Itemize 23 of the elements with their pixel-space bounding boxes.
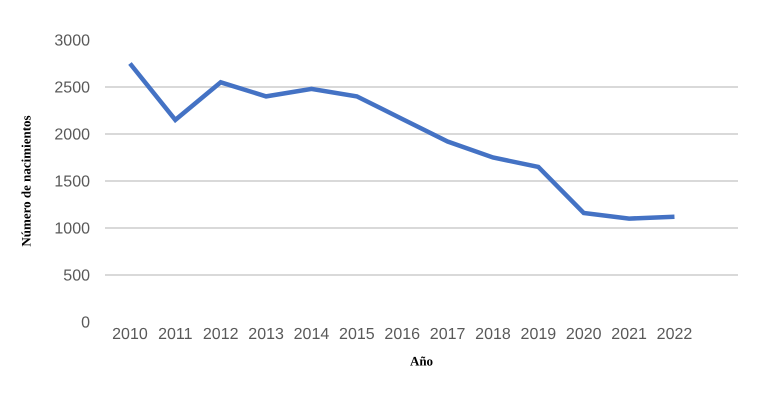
y-tick-label: 0 xyxy=(81,314,90,332)
y-tick-label: 2000 xyxy=(54,126,90,144)
x-tick-label: 2020 xyxy=(566,326,602,343)
y-tick-label: 500 xyxy=(63,268,90,285)
y-tick-label: 3000 xyxy=(54,32,90,50)
x-tick-label: 2014 xyxy=(294,326,330,343)
y-tick-label: 1500 xyxy=(54,174,90,191)
y-tick-label: 1000 xyxy=(54,220,90,238)
x-tick-label: 2015 xyxy=(339,326,375,343)
x-tick-label: 2017 xyxy=(430,326,466,343)
x-tick-label: 2016 xyxy=(384,326,420,343)
line-series xyxy=(128,61,677,221)
y-axis-title: Número de nacimientos xyxy=(18,115,34,247)
x-tick-label: 2019 xyxy=(520,326,556,343)
x-tick-label: 2013 xyxy=(248,326,284,343)
y-tick-label: 2500 xyxy=(54,80,90,97)
x-tick-label: 2011 xyxy=(158,326,193,343)
x-tick-label: 2022 xyxy=(656,326,692,343)
x-tick-label: 2021 xyxy=(611,326,647,343)
x-tick-label: 2012 xyxy=(202,326,239,343)
x-tick-label: 2010 xyxy=(112,326,148,343)
x-tick-label: 2018 xyxy=(475,326,511,343)
x-axis-title: Año xyxy=(410,354,434,369)
